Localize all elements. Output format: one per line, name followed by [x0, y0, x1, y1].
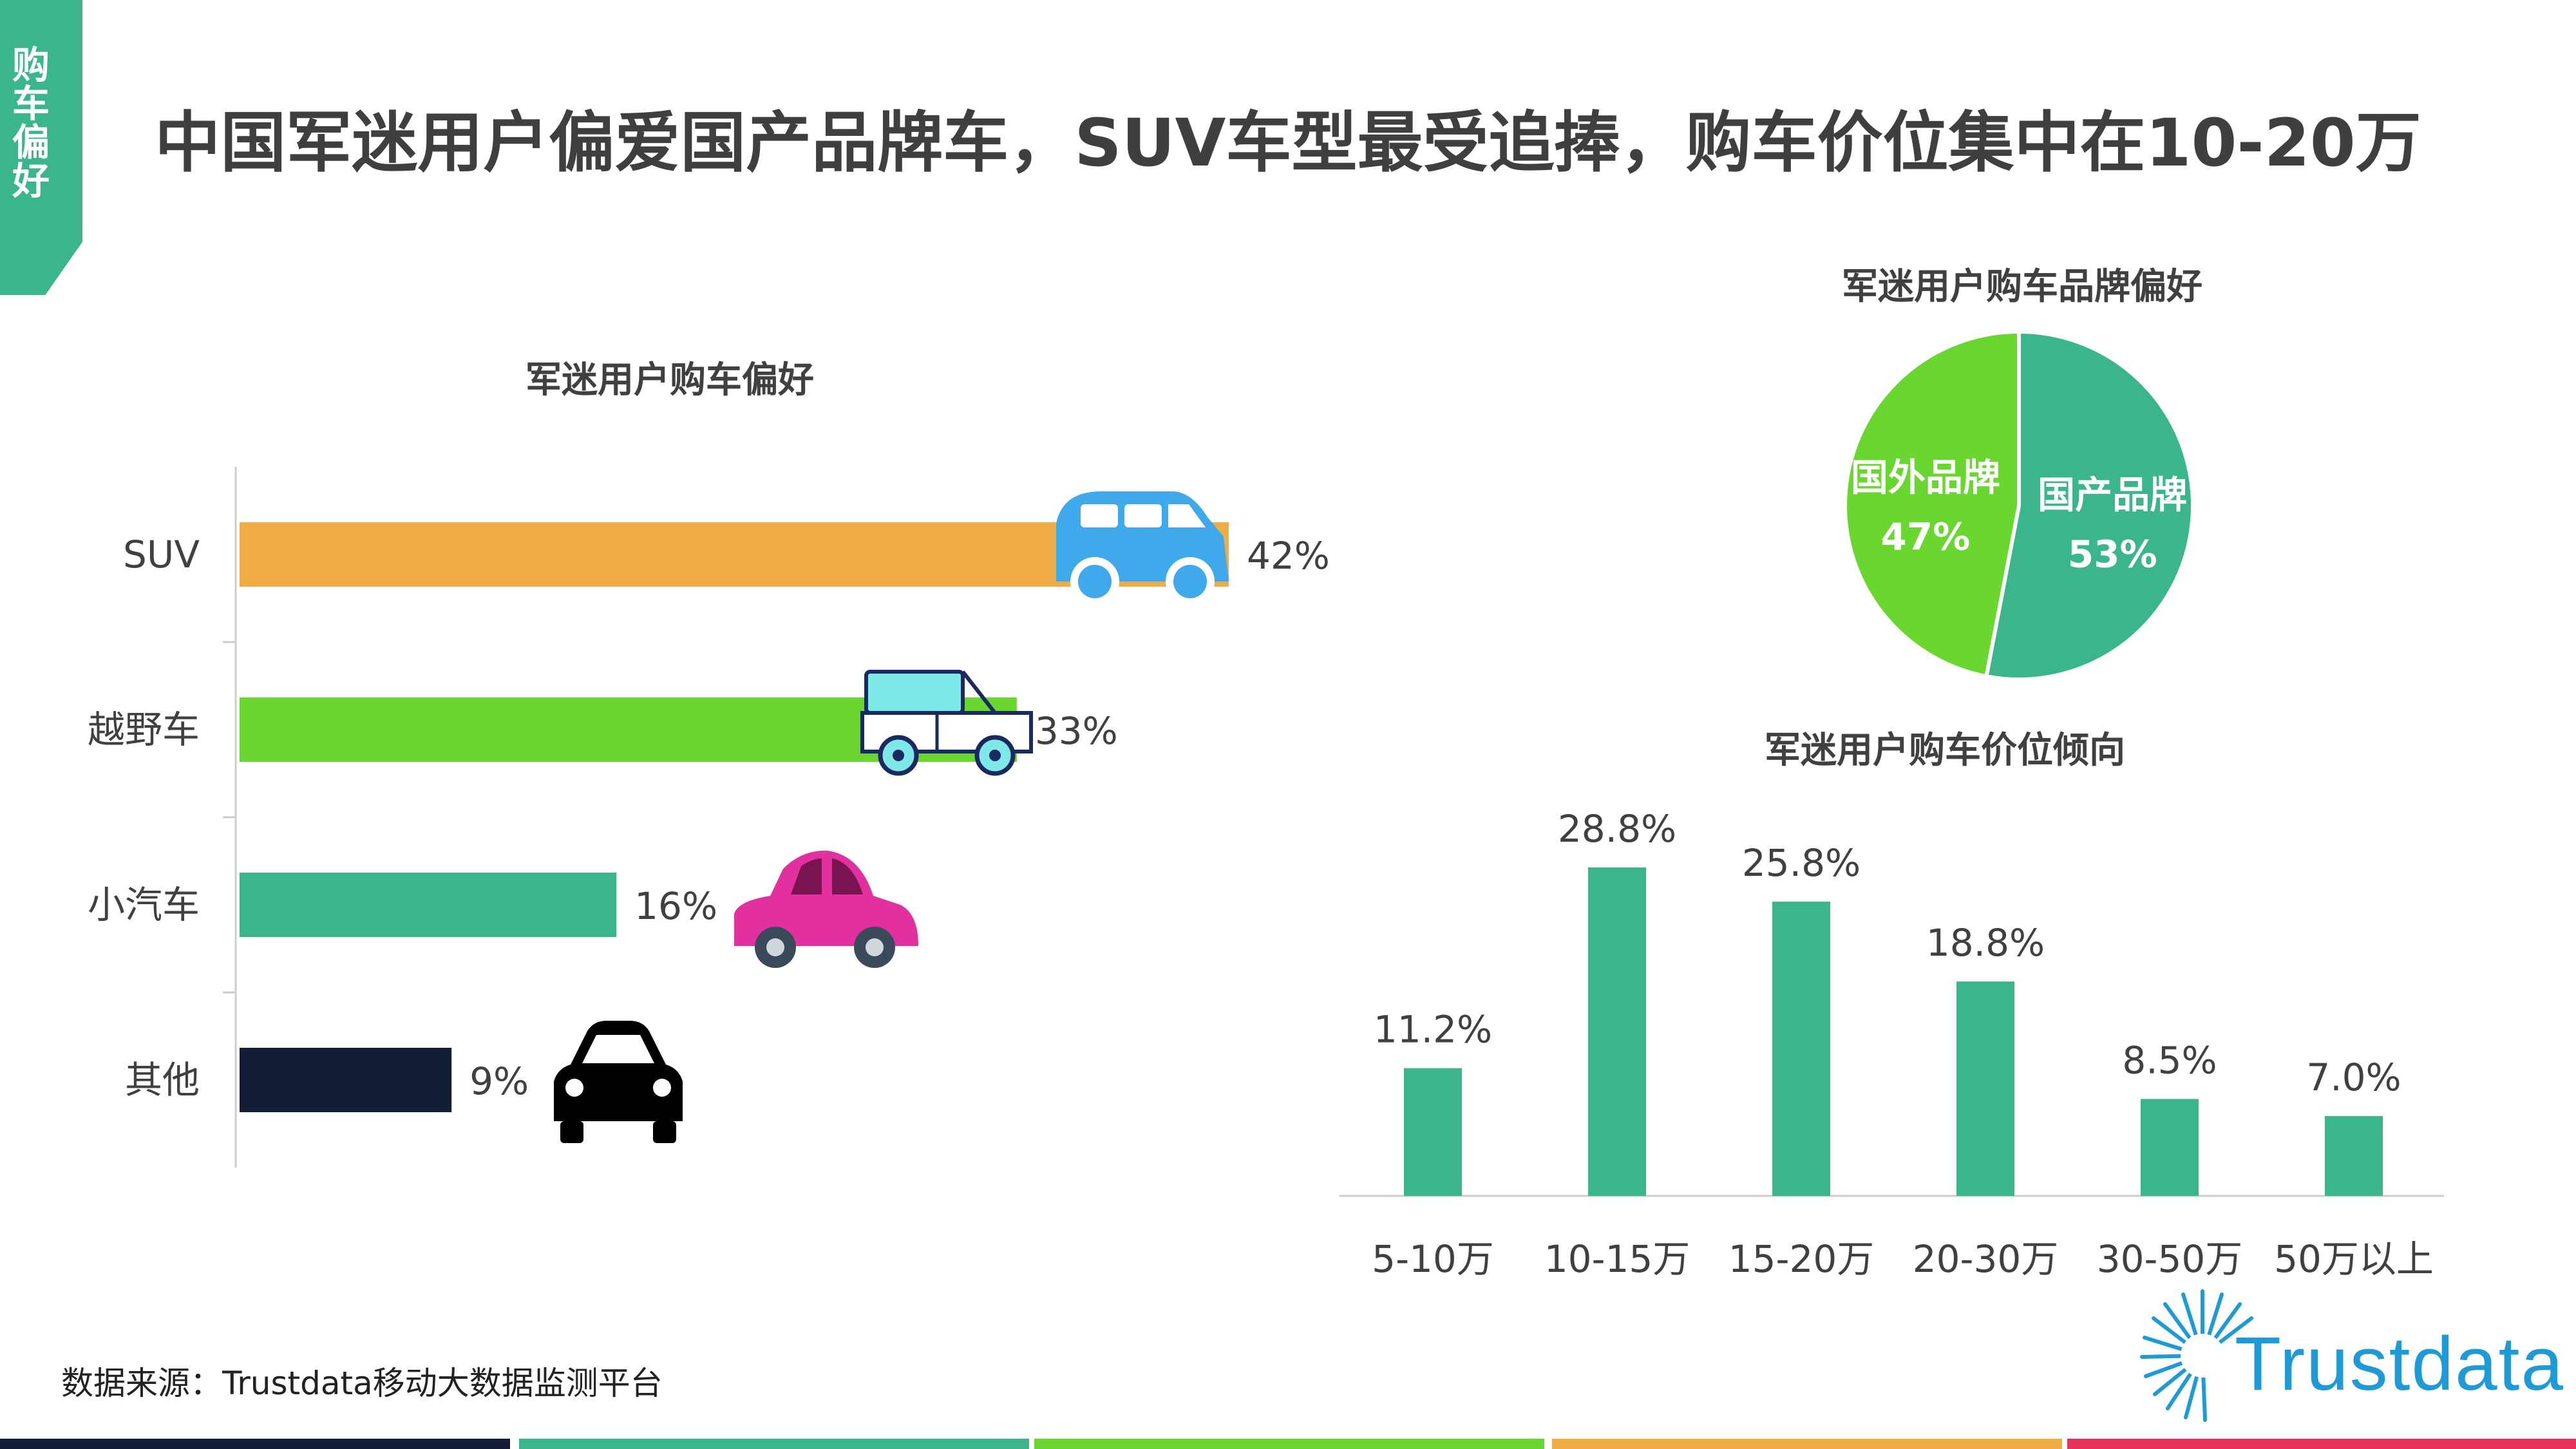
jeep-windshield — [961, 670, 997, 714]
wheel — [1078, 565, 1112, 598]
price-value-label: 11.2% — [1374, 1008, 1492, 1052]
section-tab: 购车偏好 — [0, 0, 82, 295]
jeep-icon — [860, 670, 1033, 776]
bar-chart-title: 军迷用户购车偏好 — [526, 359, 814, 401]
suv-car-icon — [1056, 491, 1229, 606]
price-value-label: 28.8% — [1558, 807, 1676, 851]
price-bar-3 — [1772, 902, 1830, 1196]
price-bar-4 — [1956, 981, 2014, 1196]
headlight — [653, 1079, 671, 1097]
car-windshield — [582, 1035, 654, 1063]
pie-label: 国产品牌 — [2038, 473, 2187, 517]
pie-value-label: 47% — [1880, 515, 1970, 558]
pie-value-label: 53% — [2068, 533, 2157, 576]
value-label: 16% — [634, 884, 717, 928]
black-car-icon — [554, 1021, 683, 1143]
footer-bar-2 — [519, 1439, 1029, 1449]
price-bar-6 — [2325, 1116, 2383, 1196]
sedan-car-icon — [734, 850, 918, 968]
pie-slice-1 — [1984, 329, 2195, 681]
jeep-cab — [864, 670, 965, 715]
price-bar-1 — [1404, 1068, 1462, 1196]
logo-text: Trustdata — [2235, 1321, 2565, 1406]
price-category-label: 30-50万 — [2097, 1237, 2243, 1281]
value-label: 9% — [469, 1059, 529, 1103]
price-value-label: 7.0% — [2306, 1056, 2401, 1099]
pie-label: 国外品牌 — [1851, 455, 2000, 499]
car-body — [554, 1021, 683, 1121]
category-label: 其他 — [125, 1058, 200, 1102]
price-value-label: 25.8% — [1742, 841, 1861, 885]
wheel — [560, 1121, 583, 1143]
price-category-label: 20-30万 — [1913, 1237, 2059, 1281]
car-type-bar-chart: SUV 42% 越野车 33% 小汽车 16% 其他 9% — [88, 467, 1330, 1168]
hub — [866, 938, 884, 956]
value-label: 42% — [1247, 534, 1330, 578]
footer-bar-3 — [1034, 1439, 1544, 1449]
brand-pie-chart: 国产品牌 53% 国外品牌 47% — [1843, 329, 2195, 681]
price-category-label: 15-20万 — [1728, 1237, 1875, 1281]
price-category-label: 5-10万 — [1372, 1237, 1494, 1281]
headlight — [565, 1079, 583, 1097]
wheel — [1173, 565, 1207, 598]
value-label: 33% — [1035, 709, 1118, 753]
hub — [766, 938, 784, 956]
footer-bar-1 — [0, 1439, 510, 1449]
car-window — [1168, 504, 1206, 527]
data-source: 数据来源：Trustdata移动大数据监测平台 — [61, 1365, 663, 1402]
price-category-label: 10-15万 — [1544, 1237, 1690, 1281]
price-value-label: 8.5% — [2122, 1038, 2217, 1082]
footer-bar-4 — [1552, 1439, 2062, 1449]
pie-chart-title: 军迷用户购车品牌偏好 — [1842, 266, 2202, 308]
category-label: 小汽车 — [88, 883, 200, 927]
wheel — [653, 1121, 676, 1143]
car-window — [1081, 504, 1118, 527]
price-bar-5 — [2141, 1099, 2199, 1196]
hub — [893, 750, 904, 761]
bar-4 — [240, 1048, 452, 1112]
footer-bar-5 — [2067, 1439, 2576, 1449]
category-label: 越野车 — [88, 708, 200, 752]
car-window — [791, 858, 822, 895]
pie-slice-2 — [1843, 329, 2021, 679]
price-chart-title: 军迷用户购车价位倾向 — [1765, 730, 2125, 772]
car-window — [832, 858, 863, 895]
bar-3 — [240, 873, 617, 937]
category-label: SUV — [123, 533, 200, 576]
page-title: 中国军迷用户偏爱国产品牌车，SUV车型最受追捧，购车价位集中在10-20万 — [155, 105, 2421, 182]
car-window — [1124, 504, 1162, 527]
trustdata-logo-icon — [2140, 1289, 2253, 1422]
price-bar-2 — [1588, 867, 1646, 1196]
price-bar-chart: 11.2% 5-10万 28.8% 10-15万 25.8% 15-20万 18.8% 20-… — [1340, 807, 2444, 1281]
car-body — [734, 850, 918, 946]
price-value-label: 18.8% — [1926, 921, 2045, 965]
section-tab-label: 购车偏好 — [6, 45, 50, 200]
price-category-label: 50万以上 — [2274, 1237, 2434, 1281]
hub — [989, 750, 1001, 761]
